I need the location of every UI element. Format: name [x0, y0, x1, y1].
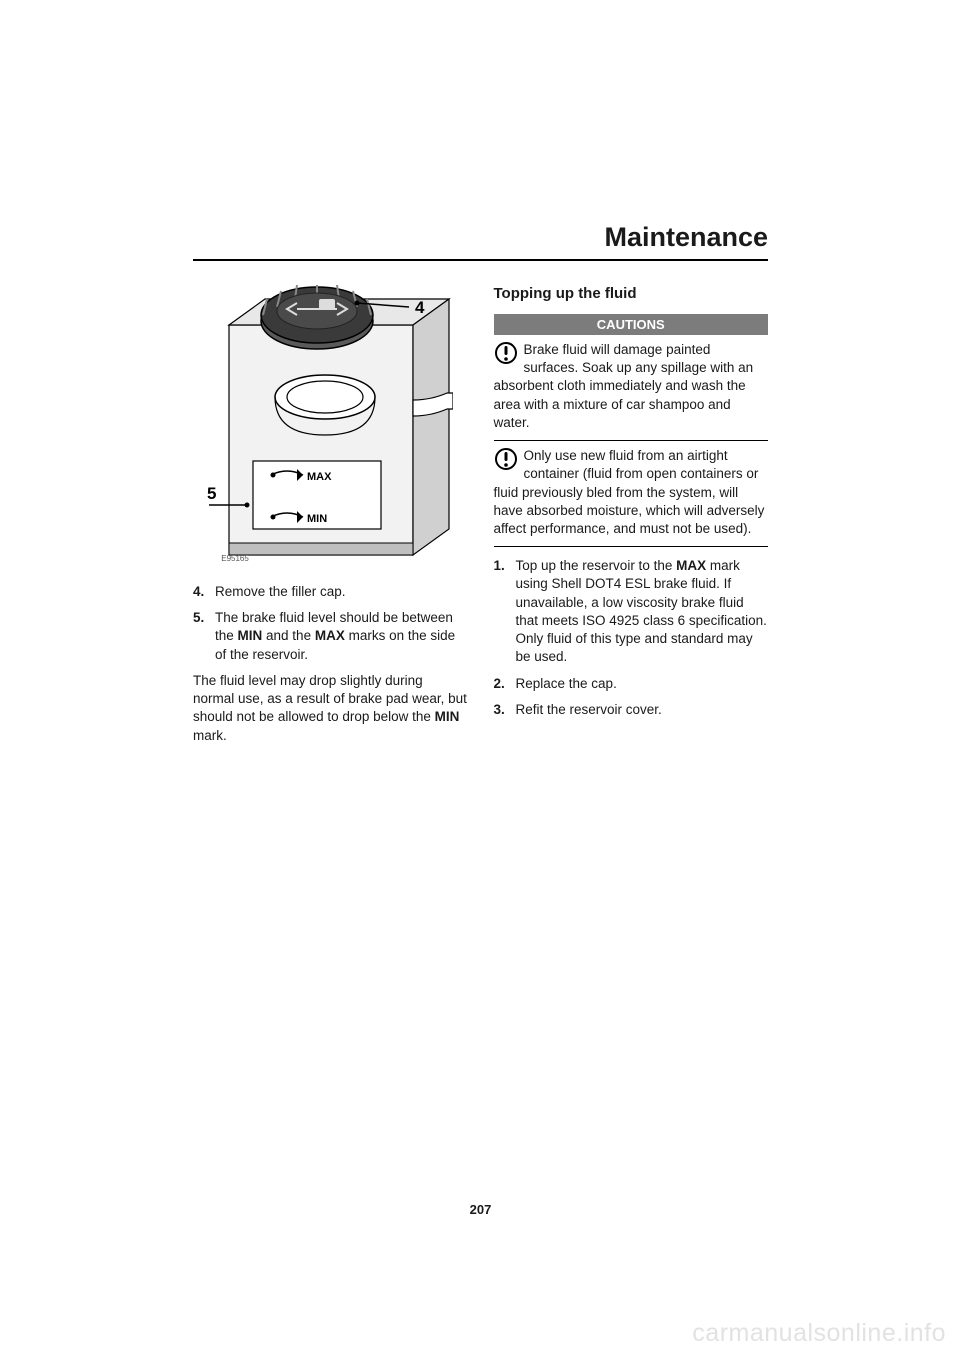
max-label: MAX: [307, 471, 332, 483]
step-text: Top up the reservoir to the MAX mark usi…: [516, 557, 769, 666]
min-label: MIN: [307, 513, 327, 525]
page-title: Maintenance: [193, 222, 768, 261]
caution-icon: [494, 447, 518, 471]
cautions-header: CAUTIONS: [494, 314, 769, 335]
caution-text: Brake fluid will damage painted surfaces…: [494, 342, 754, 430]
text-fragment: mark.: [193, 728, 227, 743]
reservoir-diagram: MAX MIN: [207, 285, 453, 569]
text-fragment: Top up the reservoir to the: [516, 558, 677, 573]
step-number: 3.: [494, 701, 516, 719]
caution-block-2: Only use new fluid from an airtight cont…: [494, 447, 769, 547]
page-content: Maintenance: [193, 222, 768, 753]
right-step-2: 2. Replace the cap.: [494, 675, 769, 693]
two-column-layout: MAX MIN: [193, 285, 768, 753]
right-step-1: 1. Top up the reservoir to the MAX mark …: [494, 557, 769, 666]
text-bold: MIN: [238, 628, 263, 643]
callout-5: 5: [207, 484, 216, 503]
step-text: Refit the reservoir cover.: [516, 701, 769, 719]
text-fragment: and the: [262, 628, 315, 643]
step-text: Replace the cap.: [516, 675, 769, 693]
watermark: carmanualsonline.info: [692, 1319, 946, 1348]
right-step-3: 3. Refit the reservoir cover.: [494, 701, 769, 719]
step-number: 4.: [193, 583, 215, 601]
step-text: The brake fluid level should be between …: [215, 609, 468, 664]
figure-id: E95165: [221, 554, 249, 563]
caution-text: Only use new fluid from an airtight cont…: [494, 448, 765, 536]
step-text: Remove the filler cap.: [215, 583, 468, 601]
brake-reservoir-figure: MAX MIN: [207, 285, 453, 569]
caution-icon: [494, 341, 518, 365]
step-number: 5.: [193, 609, 215, 664]
text-bold: MIN: [435, 709, 460, 724]
step-number: 1.: [494, 557, 516, 666]
step-number: 2.: [494, 675, 516, 693]
callout-4: 4: [415, 298, 425, 317]
left-column: MAX MIN: [193, 285, 468, 753]
page-number: 207: [193, 1202, 768, 1217]
left-paragraph: The fluid level may drop slightly during…: [193, 672, 468, 745]
right-column: Topping up the fluid CAUTIONS Brake flui…: [494, 285, 769, 753]
text-fragment: The fluid level may drop slightly during…: [193, 673, 467, 724]
left-step-5: 5. The brake fluid level should be betwe…: [193, 609, 468, 664]
caution-block-1: Brake fluid will damage painted surfaces…: [494, 341, 769, 441]
text-bold: MAX: [315, 628, 345, 643]
subheading: Topping up the fluid: [494, 285, 769, 302]
text-fragment: mark using Shell DOT4 ESL brake fluid. I…: [516, 558, 767, 664]
left-step-4: 4. Remove the filler cap.: [193, 583, 468, 601]
filler-cap: [261, 285, 373, 349]
text-bold: MAX: [676, 558, 706, 573]
